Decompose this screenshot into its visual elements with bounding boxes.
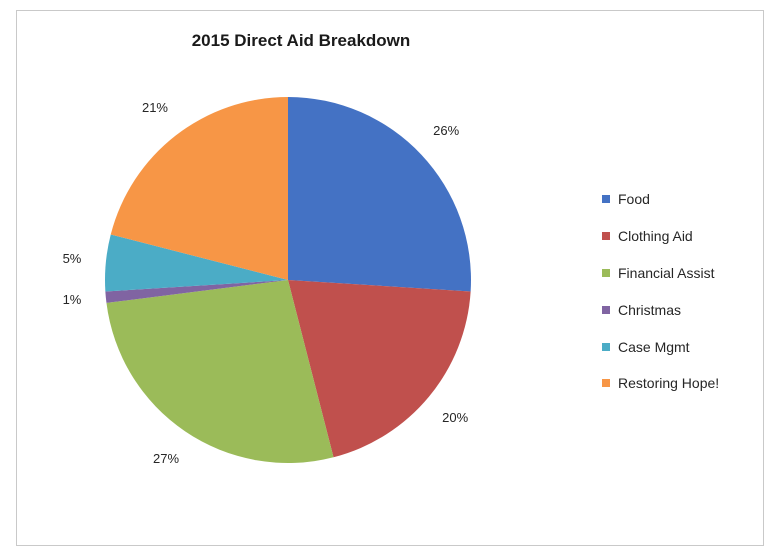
pie-slice-restoring-hope [110, 97, 288, 280]
legend-label: Food [618, 191, 650, 208]
chart-title: 2015 Direct Aid Breakdown [191, 31, 411, 50]
legend-swatch [602, 379, 610, 388]
legend-item: Food [602, 181, 719, 218]
legend-label: Restoring Hope! [618, 375, 720, 392]
pie-chart: 26% 20% 27% 1% 5% 21% [63, 97, 471, 466]
chart-area: 2015 Direct Aid Breakdown 26% 20% 27% 1% 5% 2… [16, 10, 764, 546]
legend-label: Clothing Aid [618, 228, 693, 245]
legend-swatch [602, 342, 610, 351]
legend-label: Case Mgmt [618, 338, 690, 355]
legend-label: Financial Assist [618, 264, 715, 281]
legend-item: Clothing Aid [602, 218, 719, 255]
legend: Food Clothing Aid Financial Assist Christma… [602, 181, 719, 402]
pie-slice-food [288, 97, 471, 292]
legend-swatch [602, 268, 610, 277]
legend-item: Restoring Hope! [602, 365, 719, 402]
data-label: 26% [433, 123, 459, 138]
legend-item: Financial Assist [602, 255, 719, 292]
data-label: 21% [142, 100, 168, 115]
legend-swatch [602, 195, 610, 204]
legend-swatch [602, 232, 610, 241]
pie-slice-financial-assist [106, 280, 334, 463]
legend-swatch [602, 305, 610, 314]
legend-item: Case Mgmt [602, 328, 719, 365]
pie-slice-clothing-aid [288, 280, 471, 458]
pie-slice-christmas [105, 280, 288, 303]
data-label: 1% [63, 292, 82, 307]
data-label: 27% [153, 451, 179, 466]
data-label: 5% [63, 251, 82, 266]
legend-item: Christmas [602, 291, 719, 328]
legend-label: Christmas [618, 301, 682, 318]
pie-slice-case-mgmt [105, 234, 288, 292]
data-label: 20% [442, 410, 468, 425]
